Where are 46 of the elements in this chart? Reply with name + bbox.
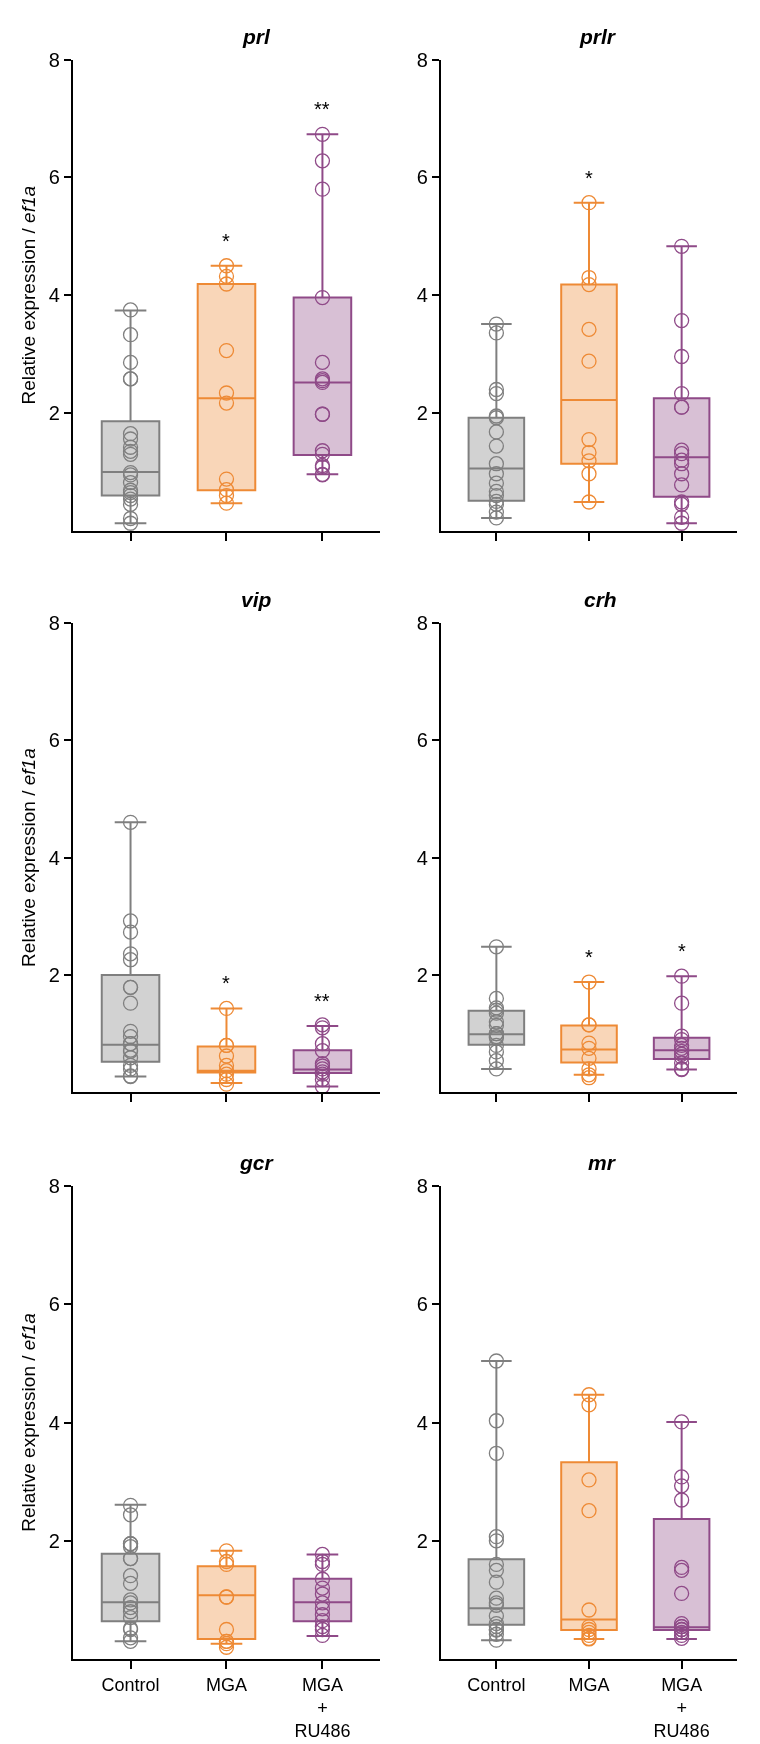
chart-title: prl: [242, 25, 271, 48]
x-tick-label: MGA: [568, 1674, 610, 1695]
y-tick-label: 6: [416, 166, 428, 189]
y-tick-label: 6: [416, 1293, 428, 1316]
annotation: **: [314, 98, 330, 120]
annotation: **: [314, 990, 330, 1012]
y-tick-label: 8: [416, 1174, 428, 1197]
chart-title: gcr: [239, 1151, 275, 1174]
y-tick-label: 8: [48, 1174, 60, 1197]
y-tick-label: 4: [416, 846, 428, 869]
y-tick-label: 6: [48, 166, 60, 189]
y-tick-label: 4: [48, 846, 60, 869]
y-tick-label: 2: [48, 1529, 60, 1552]
annotation: *: [222, 230, 230, 252]
y-tick-label: 8: [48, 611, 60, 634]
x-tick-label: MGA: [205, 1674, 247, 1695]
annotation: *: [222, 972, 230, 994]
x-tick-label: Control: [101, 1674, 160, 1695]
y-axis-title: Relative expression / ef1a: [18, 1313, 40, 1532]
annotation: *: [678, 940, 686, 962]
annotation: *: [585, 946, 593, 968]
y-tick-label: 2: [48, 963, 60, 986]
chart-title: prlr: [579, 25, 617, 48]
y-tick-label: 8: [416, 48, 428, 71]
y-tick-label: 6: [48, 1293, 60, 1316]
y-tick-label: 6: [416, 729, 428, 752]
y-axis-title: Relative expression / ef1a: [18, 748, 40, 967]
y-tick-label: 4: [416, 1411, 428, 1434]
y-tick-label: 4: [416, 284, 428, 307]
annotation: *: [585, 167, 593, 189]
chart-title: mr: [588, 1151, 617, 1174]
y-tick-label: 6: [48, 729, 60, 752]
x-tick-label: Control: [467, 1674, 526, 1695]
y-tick-label: 2: [416, 402, 428, 425]
chart-title: crh: [584, 588, 617, 611]
x-tick-label: MGA + RU486: [294, 1674, 351, 1742]
y-tick-label: 2: [416, 1529, 428, 1552]
y-axis-title: Relative expression / ef1a: [18, 185, 40, 405]
y-tick-label: 2: [416, 963, 428, 986]
y-tick-label: 4: [48, 284, 60, 307]
y-tick-label: 8: [48, 48, 60, 71]
y-tick-label: 8: [416, 611, 428, 634]
y-tick-label: 2: [48, 402, 60, 425]
x-tick-label: MGA + RU486: [653, 1674, 710, 1742]
chart-title: vip: [241, 588, 272, 611]
y-tick-label: 4: [48, 1411, 60, 1434]
